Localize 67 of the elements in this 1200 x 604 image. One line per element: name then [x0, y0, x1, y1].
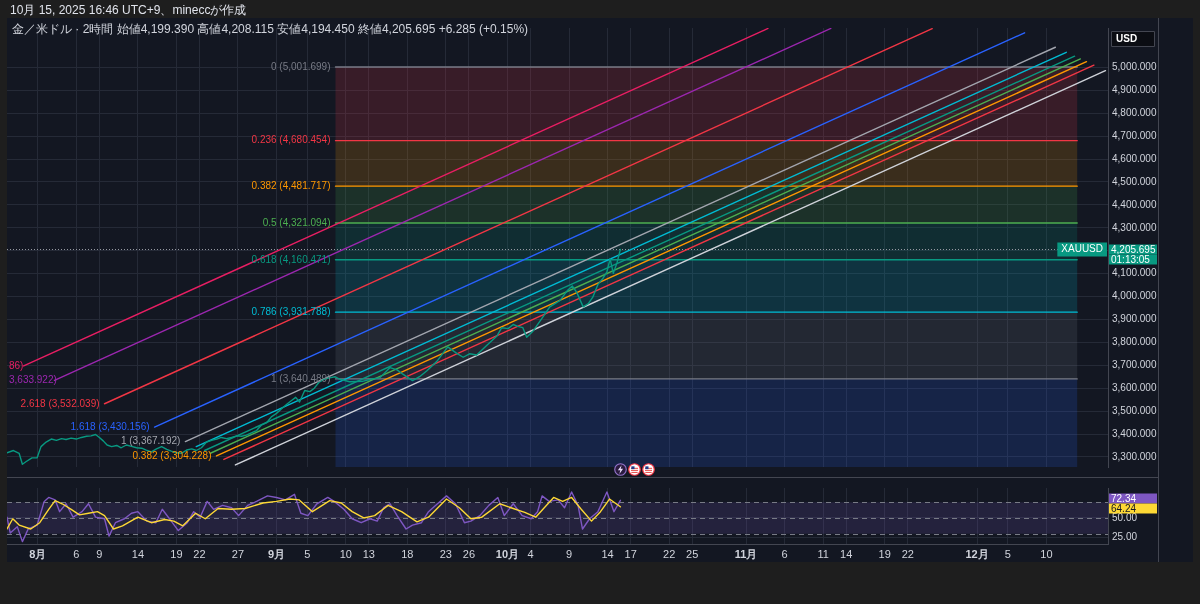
- series-label: 0.236 (4,680.454): [251, 134, 331, 146]
- text: 64.24: [1111, 502, 1137, 514]
- y-tick-label: 4,800.000: [1112, 106, 1157, 118]
- x-tick-label: 4: [527, 547, 534, 560]
- x-tick-label: 9: [565, 547, 573, 560]
- x-tick-label: 23: [439, 547, 452, 560]
- x-tick-label: 6: [73, 547, 80, 560]
- y-tick-label: 3,400.000: [1112, 427, 1157, 439]
- y-axis-title: USD: [1116, 32, 1138, 44]
- series-label: 3,633.922): [9, 374, 57, 386]
- x-tick-label: 22: [663, 547, 676, 560]
- y-tick-label: 4,400.000: [1112, 198, 1157, 210]
- y-tick-label: 4,300.000: [1112, 221, 1157, 233]
- x-tick-label: 5: [304, 547, 311, 560]
- x-tick-label: 19: [170, 547, 183, 560]
- x-tick-label: 18: [401, 547, 414, 560]
- x-tick-label: 10月: [495, 547, 520, 560]
- x-tick-label: 11月: [734, 547, 758, 560]
- y-tick-label: 4,900.000: [1112, 84, 1157, 96]
- x-tick-label: 13: [362, 547, 375, 560]
- series-label: 0.382 (3,304.228): [132, 449, 212, 461]
- text: 4,205.695: [1111, 243, 1156, 255]
- y-tick-label: 4,100.000: [1112, 267, 1157, 279]
- y-tick-label: 3,500.000: [1112, 404, 1157, 416]
- series-label: 0 (5,001.699): [271, 60, 331, 72]
- y-tick-label: 4,600.000: [1112, 152, 1157, 164]
- x-tick-label: 8月: [29, 547, 47, 560]
- x-tick-label: 14: [131, 547, 145, 560]
- series-label: 1.618 (3,430.156): [70, 420, 150, 432]
- x-tick-label: 11: [817, 547, 829, 560]
- series-label: 2.618 (3,532.039): [20, 397, 100, 409]
- x-tick-label: 17: [624, 547, 637, 560]
- x-tick-label: 14: [601, 547, 614, 560]
- ref-line-label: XAUUSD: [1061, 243, 1104, 255]
- x-tick-label: 6: [781, 547, 788, 560]
- y-tick-label: 50.00: [1112, 511, 1138, 523]
- x-tick-label: 22: [901, 547, 914, 560]
- y-tick-label: 4,000.000: [1112, 290, 1157, 302]
- y-tick-label: 3,800.000: [1112, 336, 1157, 348]
- series-label: 86): [9, 359, 24, 371]
- x-tick-label: 10: [339, 547, 352, 560]
- series-label: 1 (3,367.192): [120, 435, 181, 447]
- x-tick-label: 12月: [965, 547, 989, 560]
- text: 10月 15, 2025 16:46 UTC+9、mineccが作成: [10, 2, 247, 19]
- y-tick-label: 3,300.000: [1112, 450, 1157, 462]
- y-tick-label: 5,000.000: [1112, 61, 1157, 73]
- series-label: 0.5 (4,321.094): [262, 216, 331, 228]
- series-label: 0.382 (4,481.717): [251, 179, 331, 191]
- chart-title: 金／米ドル · 2時間 始値4,199.390 高値4,208.115 安値4,194.450 終値4,205.695 +6.285 (+0.15%): [12, 21, 529, 38]
- x-tick-label: 9月: [267, 547, 286, 560]
- y-tick-label: 4,700.000: [1112, 129, 1157, 141]
- x-tick-label: 22: [193, 547, 206, 560]
- y-tick-label: 3,900.000: [1112, 313, 1157, 325]
- y-tick-label: 25.00: [1112, 531, 1138, 543]
- x-tick-label: 25: [686, 547, 699, 560]
- x-tick-label: 27: [231, 547, 245, 560]
- x-tick-label: 26: [462, 547, 476, 560]
- x-tick-label: 10: [1040, 547, 1053, 560]
- x-tick-label: 9: [96, 547, 103, 560]
- x-tick-label: 19: [878, 547, 891, 560]
- x-tick-label: 14: [840, 547, 853, 560]
- text: 01:13:05: [1111, 253, 1151, 265]
- y-tick-label: 3,700.000: [1112, 359, 1157, 371]
- x-tick-label: 5: [1004, 547, 1011, 560]
- text: 72.34: [1111, 492, 1137, 504]
- y-tick-label: 4,500.000: [1112, 175, 1157, 187]
- y-tick-label: 3,600.000: [1112, 381, 1157, 393]
